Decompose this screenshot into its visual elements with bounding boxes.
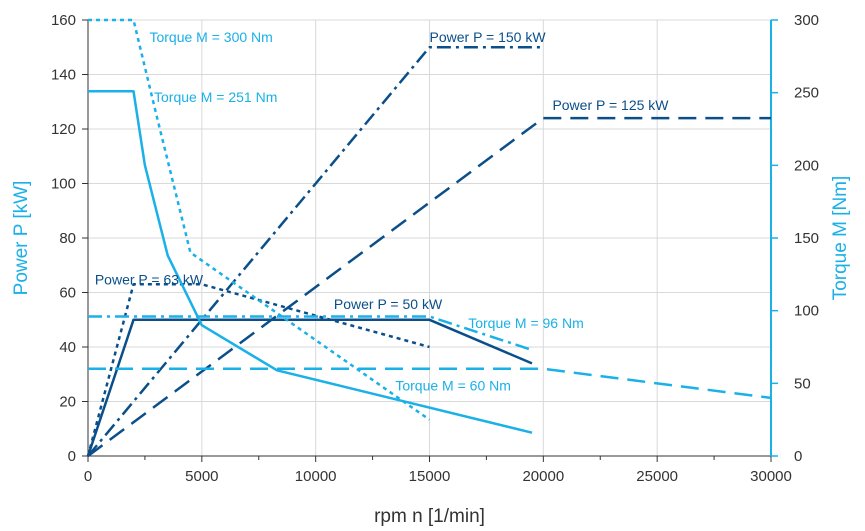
x-tick-label: 0 [84,468,92,485]
y-right-tick-label: 250 [794,85,819,102]
annotation-label: Power P = 150 kW [430,29,547,45]
series-line-power-125 [87,116,771,458]
annotation-label: Torque M = 251 Nm [154,89,277,105]
y-left-tick-label: 0 [68,448,76,465]
annotation-label: Torque M = 300 Nm [149,29,272,45]
y-left-tick-label: 80 [59,230,76,247]
y-left-tick-label: 120 [51,121,76,138]
x-axis-label: rpm n [1/min] [374,506,485,527]
y-left-tick-label: 140 [51,67,76,84]
series-line-power-50 [86,318,533,457]
y-left-tick-label: 20 [59,394,76,411]
annotation-label: Power P = 125 kW [552,97,669,113]
y-left-tick-label: 40 [59,339,76,356]
annotation-label: Torque M = 96 Nm [468,315,584,331]
series-layer [86,18,772,458]
y-right-tick-label: 200 [794,157,819,174]
series-line-torque-251 [88,89,533,434]
annotation-label: Power P = 63 kW [95,271,204,287]
annotation-label: Torque M = 60 Nm [395,378,511,394]
x-tick-label: 20000 [522,468,564,485]
y-axis-left-label: Power P [kW] [11,181,32,296]
x-tick-label: 5000 [185,468,218,485]
y-left-tick-label: 60 [59,285,76,302]
y-left-tick-label: 160 [51,12,76,29]
series-line-torque-96 [88,315,533,352]
x-tick-label: 15000 [409,468,451,485]
annotations: Torque M = 300 Nm Torque M = 251 Nm Power … [95,29,669,394]
y-right-tick-label: 50 [794,375,811,392]
y-axis-right-label: Torque M [Nm] [830,176,851,301]
y-right-tick-label: 100 [794,303,819,320]
series-line-torque-60 [88,367,772,400]
y-right-tick-label: 300 [794,12,819,29]
series-line-power-150 [87,46,544,457]
series-line-power-63 [86,283,430,457]
y-right-tick-label: 150 [794,230,819,247]
x-tick-label: 25000 [636,468,678,485]
x-tick-label: 10000 [295,468,337,485]
x-tick-label: 30000 [750,468,792,485]
y-left-tick-label: 100 [51,176,76,193]
annotation-label: Power P = 50 kW [334,296,443,312]
y-right-tick-label: 0 [794,448,802,465]
